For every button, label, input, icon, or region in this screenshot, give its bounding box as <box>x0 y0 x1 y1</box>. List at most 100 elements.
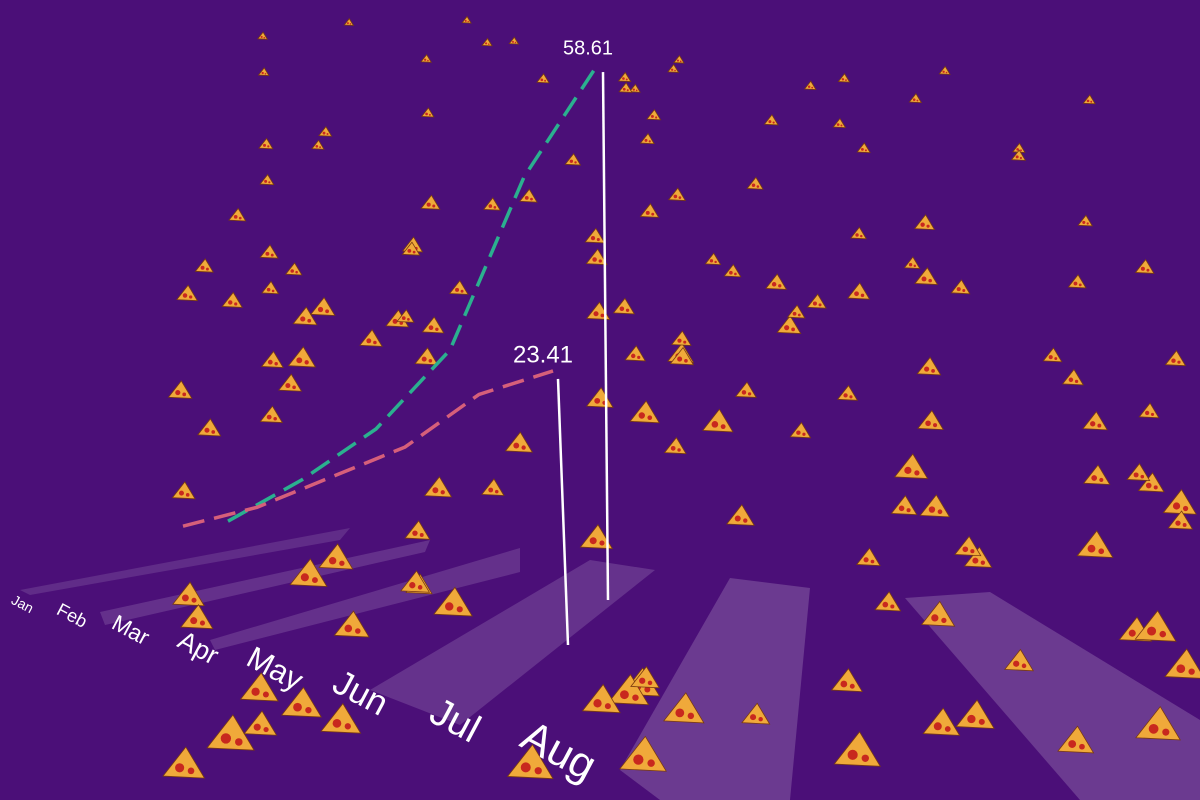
pizza-slice <box>938 65 951 75</box>
pepperoni <box>1019 156 1023 160</box>
pepperoni <box>296 357 303 364</box>
pepperoni <box>373 340 377 345</box>
pizza-crust <box>1067 274 1087 289</box>
pepperoni <box>590 235 596 241</box>
pizza-slice <box>850 226 868 240</box>
pizza-crust <box>564 152 582 166</box>
pepperoni <box>1020 149 1022 152</box>
pepperoni <box>266 414 272 420</box>
pizza-slice <box>837 73 851 83</box>
pizza-crust <box>1076 530 1114 558</box>
pepperoni <box>344 723 351 730</box>
pizza-crust <box>850 226 868 240</box>
value-label: 58.61 <box>563 37 613 59</box>
pizza-crust <box>639 132 655 145</box>
pepperoni <box>978 718 985 725</box>
pizza-slice <box>639 203 660 218</box>
pizza-slice <box>624 345 647 362</box>
pepperoni <box>942 70 945 73</box>
pizza-slice <box>1077 214 1094 227</box>
pizza-slice <box>400 570 431 593</box>
pizza-slice <box>584 227 606 244</box>
pepperoni <box>792 311 797 316</box>
pepperoni <box>266 287 271 292</box>
pizza-slice <box>702 408 734 433</box>
pizza-crust <box>221 291 243 308</box>
pepperoni <box>407 248 412 253</box>
pizza-crust <box>481 37 493 47</box>
pizza-slice <box>585 386 614 408</box>
pepperoni <box>355 628 361 634</box>
pepperoni <box>445 602 454 611</box>
pizza-slice <box>243 710 278 736</box>
pepperoni <box>432 204 436 208</box>
pepperoni <box>670 68 674 71</box>
pizza-crust <box>617 71 632 83</box>
pepperoni <box>1068 377 1074 383</box>
pizza-slice <box>670 330 692 346</box>
pizza-slice <box>228 207 247 222</box>
pizza-slice <box>673 54 685 64</box>
pepperoni <box>182 392 187 397</box>
pepperoni <box>1146 268 1150 272</box>
pepperoni <box>631 353 636 359</box>
pepperoni <box>1078 283 1082 287</box>
pepperoni <box>181 594 189 602</box>
pepperoni <box>290 269 294 273</box>
pepperoni <box>632 694 639 701</box>
pepperoni <box>1153 485 1158 490</box>
pizza-slice <box>481 478 505 496</box>
pepperoni <box>514 41 517 44</box>
pepperoni <box>412 250 416 254</box>
pepperoni <box>521 445 526 450</box>
pepperoni <box>412 530 418 536</box>
pepperoni <box>1177 360 1181 364</box>
pizza-slice <box>221 291 243 308</box>
pepperoni <box>271 289 275 293</box>
x-tick-label: Feb <box>54 599 91 631</box>
pepperoni <box>305 706 312 714</box>
pepperoni <box>734 515 741 522</box>
pizza-slice <box>832 117 847 129</box>
pizza-slice <box>789 421 812 439</box>
pepperoni <box>189 295 193 299</box>
pizza-slice <box>663 436 687 455</box>
pizza-slice <box>803 80 817 91</box>
pepperoni <box>598 259 602 263</box>
pizza-slice <box>239 672 279 702</box>
pizza-slice <box>292 306 318 326</box>
pizza-crust <box>893 453 929 480</box>
pizza-slice <box>259 244 279 259</box>
pizza-crust <box>1082 411 1108 431</box>
pizza-slice <box>506 743 554 780</box>
pizza-slice <box>746 176 764 190</box>
pizza-crust <box>504 431 534 453</box>
pizza-slice <box>162 746 206 779</box>
pepperoni <box>534 767 542 775</box>
pizza-slice <box>289 558 328 587</box>
pepperoni <box>836 123 840 126</box>
pizza-slice <box>765 273 788 290</box>
pizza-slice <box>257 67 270 77</box>
pizza-crust <box>806 293 827 309</box>
pepperoni <box>513 442 520 449</box>
pepperoni <box>427 59 429 62</box>
pizza-crust <box>1138 402 1160 419</box>
pizza-slice <box>401 241 421 256</box>
pepperoni <box>933 722 942 731</box>
pepperoni <box>648 140 651 143</box>
pepperoni <box>1159 630 1167 638</box>
pepperoni <box>684 358 688 363</box>
pizza-crust <box>629 400 660 424</box>
pepperoni <box>861 754 869 762</box>
pizza-crust <box>1077 214 1094 227</box>
pepperoni <box>190 617 198 625</box>
pepperoni <box>840 680 848 688</box>
pizza-slice <box>420 53 432 63</box>
pizza-slice <box>1134 258 1155 274</box>
pepperoni <box>924 366 930 372</box>
pizza-slice <box>318 543 354 570</box>
pepperoni <box>840 124 843 127</box>
pepperoni <box>931 614 939 622</box>
pizza-slice <box>448 280 469 295</box>
